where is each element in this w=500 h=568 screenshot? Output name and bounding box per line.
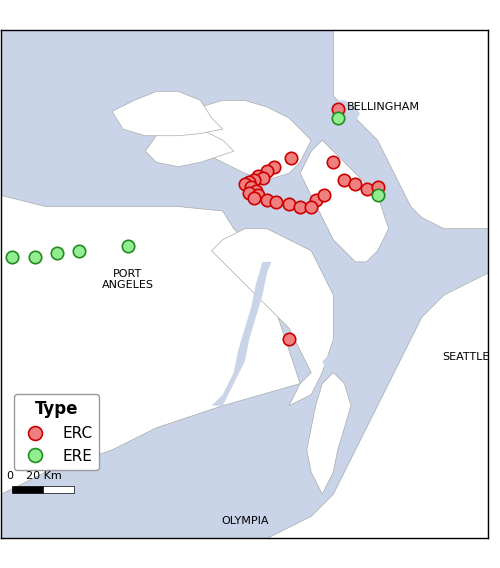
- ERE: [30, 253, 38, 262]
- ERC: [245, 189, 253, 198]
- Polygon shape: [300, 140, 388, 262]
- ERC: [285, 335, 293, 344]
- ERC: [248, 182, 256, 191]
- Polygon shape: [311, 101, 360, 129]
- ERC: [252, 186, 260, 195]
- ERC: [288, 153, 296, 162]
- ERC: [285, 200, 293, 209]
- ERE: [8, 253, 16, 262]
- ERC: [296, 202, 304, 211]
- Text: OLYMPIA: OLYMPIA: [221, 516, 268, 526]
- ERC: [334, 105, 342, 114]
- ERC: [312, 195, 320, 204]
- Legend: ERC, ERE: ERC, ERE: [14, 394, 99, 470]
- ERC: [270, 162, 278, 172]
- ERE: [374, 191, 382, 200]
- ERC: [352, 180, 360, 189]
- ERE: [124, 242, 132, 251]
- Text: 20 Km: 20 Km: [26, 471, 62, 481]
- ERC: [254, 171, 262, 180]
- Polygon shape: [334, 30, 488, 229]
- ERC: [258, 173, 266, 182]
- ERE: [75, 247, 83, 256]
- Polygon shape: [212, 262, 272, 406]
- ERC: [245, 178, 253, 187]
- Bar: [12, 486, 44, 493]
- ERC: [330, 158, 338, 167]
- ERC: [241, 180, 249, 189]
- ERC: [250, 193, 258, 202]
- Text: SEATTLE: SEATTLE: [442, 352, 489, 362]
- Text: 0: 0: [6, 471, 14, 481]
- Text: BELLINGHAM: BELLINGHAM: [346, 102, 420, 112]
- Polygon shape: [307, 373, 351, 494]
- ERC: [254, 191, 262, 200]
- ERE: [52, 248, 60, 257]
- Polygon shape: [0, 140, 300, 516]
- ERC: [263, 166, 271, 176]
- Polygon shape: [212, 229, 334, 406]
- ERC: [320, 191, 328, 200]
- ERC: [263, 195, 271, 204]
- Text: PORT
ANGELES: PORT ANGELES: [102, 269, 154, 290]
- ERC: [340, 176, 348, 185]
- ERC: [272, 198, 280, 207]
- ERC: [362, 184, 370, 193]
- ERC: [307, 202, 315, 211]
- Polygon shape: [145, 129, 234, 167]
- ERC: [374, 182, 382, 191]
- Bar: [44, 486, 74, 493]
- Polygon shape: [267, 273, 488, 538]
- Polygon shape: [112, 91, 222, 136]
- Polygon shape: [178, 101, 311, 180]
- ERE: [334, 114, 342, 123]
- ERC: [250, 176, 258, 185]
- Polygon shape: [278, 350, 355, 516]
